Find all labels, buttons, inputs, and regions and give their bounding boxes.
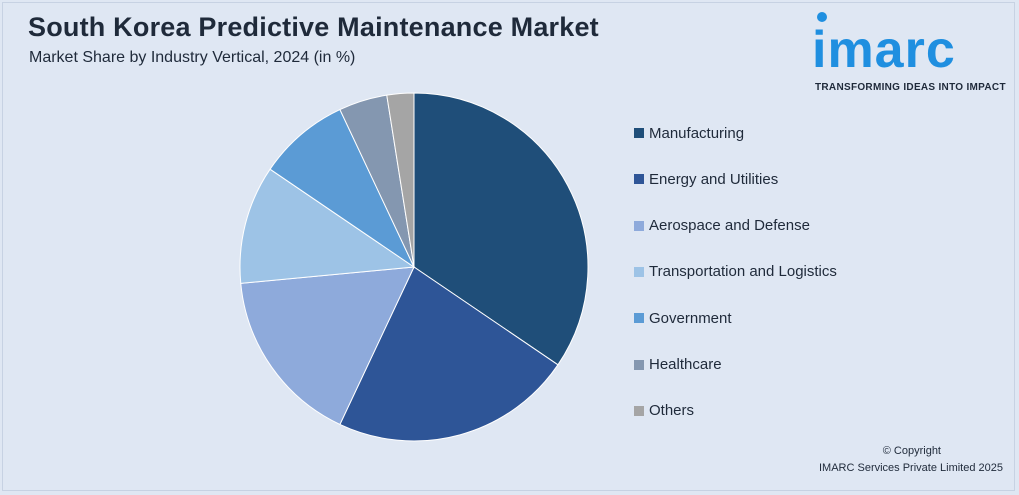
legend-item: Healthcare [634, 355, 722, 375]
legend-item: Transportation and Logistics [634, 262, 837, 282]
legend-label: Transportation and Logistics [649, 263, 837, 281]
company-text: IMARC Services Private Limited 2025 [818, 462, 1003, 474]
legend-label: Energy and Utilities [649, 170, 779, 188]
legend-item: Others [634, 401, 694, 421]
logo-wordmark: imarc [812, 21, 956, 79]
legend-swatch [634, 128, 644, 138]
pie-slice-others [386, 92, 415, 268]
legend-label: Others [649, 402, 695, 420]
pie-slice-manufacturing [413, 92, 589, 366]
legend-item: Energy and Utilities [634, 169, 778, 189]
logo-tagline: TRANSFORMING IDEAS INTO IMPACT [815, 82, 1006, 93]
legend-swatch [634, 359, 644, 370]
legend-label: Government [649, 309, 732, 327]
imarc-logo: imarc TRANSFORMING IDEAS INTO IMPACT [812, 10, 1012, 96]
logo-dot [817, 12, 827, 22]
pie-slice-government [269, 108, 416, 269]
legend-label: Healthcare [649, 356, 722, 373]
chart-title: South Korea Predictive Maintenance Marke… [28, 12, 599, 42]
chart-subtitle: Market Share by Industry Vertical, 2024 … [29, 49, 356, 66]
legend-swatch [634, 174, 644, 185]
legend-item: Aerospace and Defense [634, 216, 810, 236]
legend-swatch [634, 313, 644, 324]
legend-swatch [634, 266, 644, 277]
legend-label: Aerospace and Defense [649, 217, 810, 235]
copyright-text: © Copyright [882, 445, 941, 457]
pie-slice-transportation-and-logistics [239, 168, 416, 284]
pie-slice-aerospace-and-defense [240, 266, 415, 426]
legend-label: Manufacturing [649, 124, 745, 142]
legend-swatch [634, 220, 644, 231]
legend-item: Manufacturing [634, 123, 744, 143]
pie-slice-energy-and-utilities [339, 266, 559, 442]
legend-item: Government [634, 308, 732, 328]
legend-swatch [634, 405, 644, 416]
